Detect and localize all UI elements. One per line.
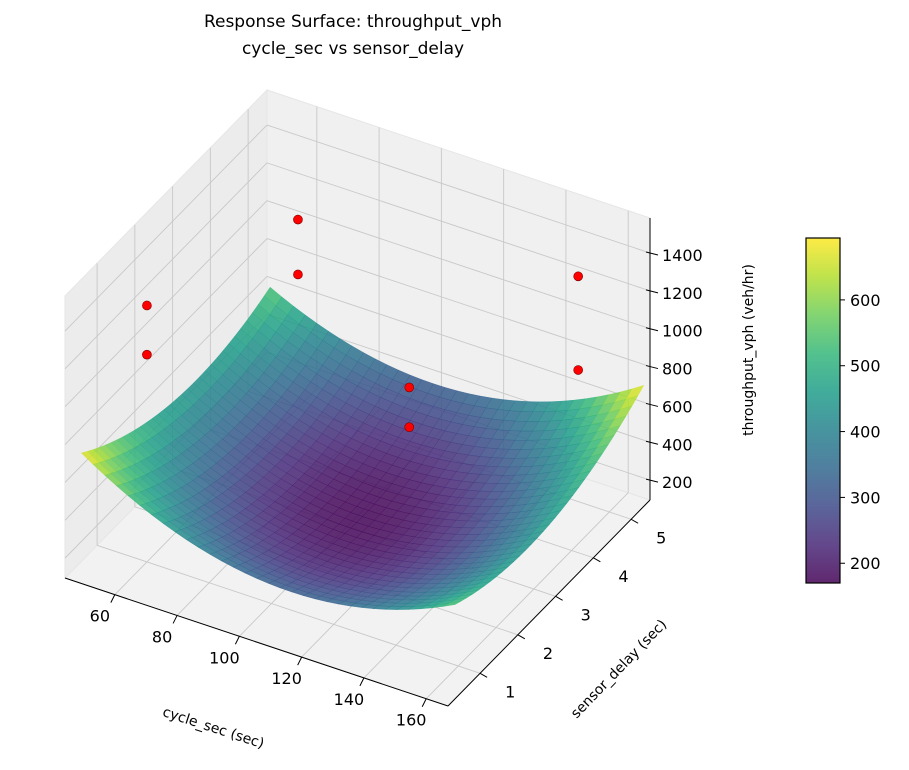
chart-title: Response Surface: throughput_vph: [203, 12, 503, 32]
grid-line: [64, 200, 268, 408]
x-tick-label: 80: [152, 627, 172, 646]
z-axis-label: throughput_vph (veh/hr): [741, 264, 757, 436]
response-surface: [80, 286, 645, 610]
x-tick: [421, 698, 427, 707]
surface-patch: [443, 601, 461, 607]
data-point: [293, 214, 303, 225]
data-points: [142, 214, 583, 432]
data-point: [142, 349, 152, 360]
z-tick: [645, 402, 659, 407]
x-tick-label: 160: [396, 711, 427, 730]
colorbar-tick-label: 500: [850, 357, 881, 376]
colorbar: 200 300 400 500 600: [805, 237, 881, 584]
y-tick: [555, 595, 563, 601]
x-axis-label: cycle_sec (sec): [160, 704, 266, 752]
data-point: [573, 365, 583, 375]
z-tick: [645, 440, 659, 445]
y-tick: [517, 634, 526, 640]
y-axis-label: sensor_delay (sec): [568, 617, 670, 722]
grid-line: [64, 124, 268, 332]
x-tick: [110, 594, 116, 603]
z-tick-label: 1400: [662, 246, 703, 265]
z-tick-label: 400: [662, 435, 693, 454]
grid-line: [266, 200, 651, 330]
data-point: [293, 269, 303, 280]
data-point: [142, 300, 152, 311]
x-tick: [172, 615, 178, 624]
y-tick-label: 4: [618, 567, 628, 586]
data-point: [573, 271, 583, 282]
data-point: [404, 382, 415, 393]
y-tick-label: 5: [656, 528, 666, 547]
axis-ticks: 60 80 100 120 140 160 1 2 3 4 5 200 400 600 800 1000 120…: [64, 218, 703, 730]
y-axis-line: [447, 499, 651, 707]
grid-line: [64, 238, 268, 445]
x-tick-label: 100: [209, 648, 240, 667]
colorbar-tick-label: 400: [850, 423, 881, 442]
y-tick-label: 3: [581, 605, 591, 624]
grid-line: [266, 238, 651, 367]
y-tick: [593, 557, 601, 563]
colorbar-tick-label: 200: [850, 554, 881, 573]
chart-subtitle: cycle_sec vs sensor_delay: [241, 39, 465, 59]
z-tick-label: 200: [662, 473, 693, 492]
x-axis-line: [64, 577, 449, 707]
x-tick: [234, 636, 240, 645]
x-tick-label: 120: [271, 669, 302, 688]
x-tick: [359, 677, 365, 687]
y-tick-label: 1: [505, 682, 515, 701]
colorbar-gradient: [805, 237, 841, 584]
x-tick-label: 60: [90, 607, 110, 626]
z-tick: [645, 478, 659, 483]
y-tick-label: 2: [543, 644, 553, 663]
y-tick: [630, 518, 639, 524]
colorbar-tick-label: 300: [850, 488, 881, 507]
y-tick: [479, 672, 488, 678]
z-tick-label: 1000: [662, 322, 703, 341]
z-tick: [645, 289, 659, 294]
data-point: [404, 422, 415, 432]
x-tick: [297, 656, 303, 666]
grid-line: [425, 492, 629, 700]
grid-line: [96, 544, 481, 674]
z-tick-label: 1200: [662, 284, 703, 303]
z-tick: [645, 365, 659, 370]
z-tick: [645, 327, 659, 332]
grid-line: [266, 124, 651, 254]
z-tick-label: 600: [662, 397, 693, 416]
z-tick: [645, 251, 659, 256]
x-tick-label: 140: [334, 690, 365, 709]
colorbar-tick-label: 600: [850, 291, 881, 310]
grid-line: [64, 162, 268, 370]
z-tick-label: 800: [662, 360, 693, 379]
grid-line: [266, 275, 651, 405]
grid-line: [266, 162, 651, 292]
